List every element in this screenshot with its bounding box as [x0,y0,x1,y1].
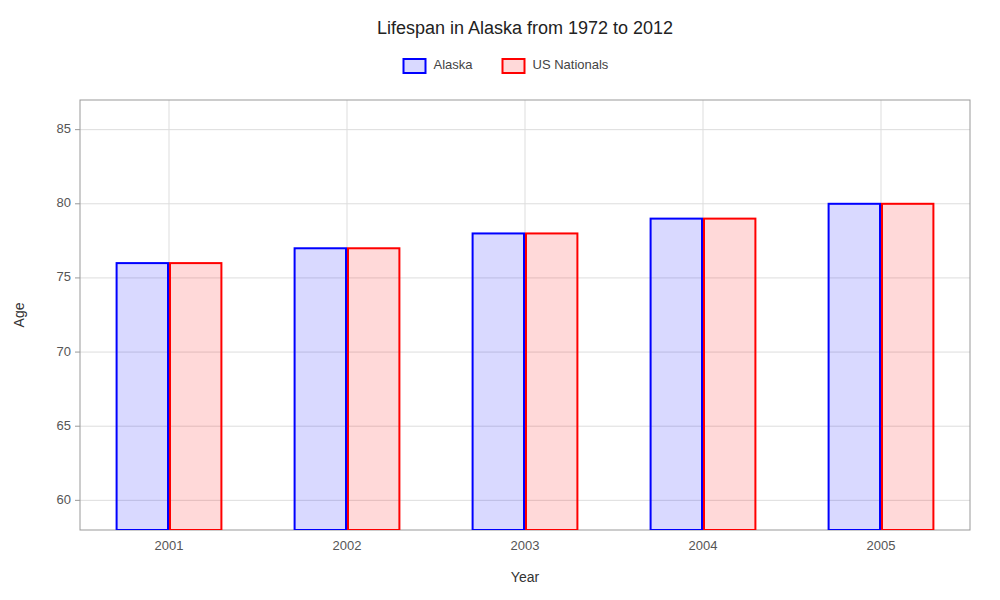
grid [80,100,970,530]
y-axis-label: Age [11,302,27,327]
chart-container: 60 65 70 75 80 85 2001 2002 2003 2004 2005 Year Age L… [0,0,1000,600]
legend-label: US Nationals [533,57,609,72]
title: Lifespan in Alaska from 1972 to 2012 [377,18,673,38]
bar [829,204,880,530]
y-tick [75,500,80,501]
legend: Alaska US Nationals [404,57,609,73]
x-tick-label: 2001 [155,538,184,553]
legend-label: Alaska [434,57,474,72]
bar [704,219,755,530]
y-tick [75,129,80,130]
x-tick-label: 2004 [689,538,718,553]
legend-swatch [404,59,426,73]
bars [117,204,934,530]
plot-frame [80,100,970,530]
chart: 60 65 70 75 80 85 2001 2002 2003 2004 2005 Year Age L… [0,0,1000,600]
legend-swatch [503,59,525,73]
y-tick-label: 80 [57,195,71,210]
y-tick-label: 70 [57,344,71,359]
bar [170,263,221,530]
bar [882,204,933,530]
bar [526,233,577,530]
x-tick-label: 2005 [867,538,896,553]
y-tick [75,426,80,427]
y-axis: 60 65 70 75 80 85 [57,121,80,507]
y-tick-label: 85 [57,121,71,136]
y-tick-label: 65 [57,418,71,433]
x-axis-label: Year [511,569,540,585]
x-tick-label: 2002 [333,538,362,553]
y-tick [75,203,80,204]
x-tick-label: 2003 [511,538,540,553]
bar [117,263,168,530]
y-tick-label: 60 [57,492,71,507]
x-axis: 2001 2002 2003 2004 2005 [155,538,896,553]
y-tick [75,352,80,353]
bar [651,219,702,530]
bar [348,248,399,530]
bar [295,248,346,530]
y-tick-label: 75 [57,269,71,284]
y-tick [75,277,80,278]
bar [473,233,524,530]
